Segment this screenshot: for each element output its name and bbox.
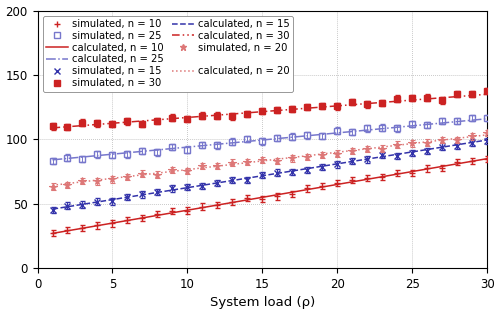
X-axis label: System load (ρ): System load (ρ) (210, 296, 315, 309)
Legend: simulated, n = 10, simulated, n = 25, calculated, n = 10, calculated, n = 25, si: simulated, n = 10, simulated, n = 25, ca… (42, 15, 293, 92)
